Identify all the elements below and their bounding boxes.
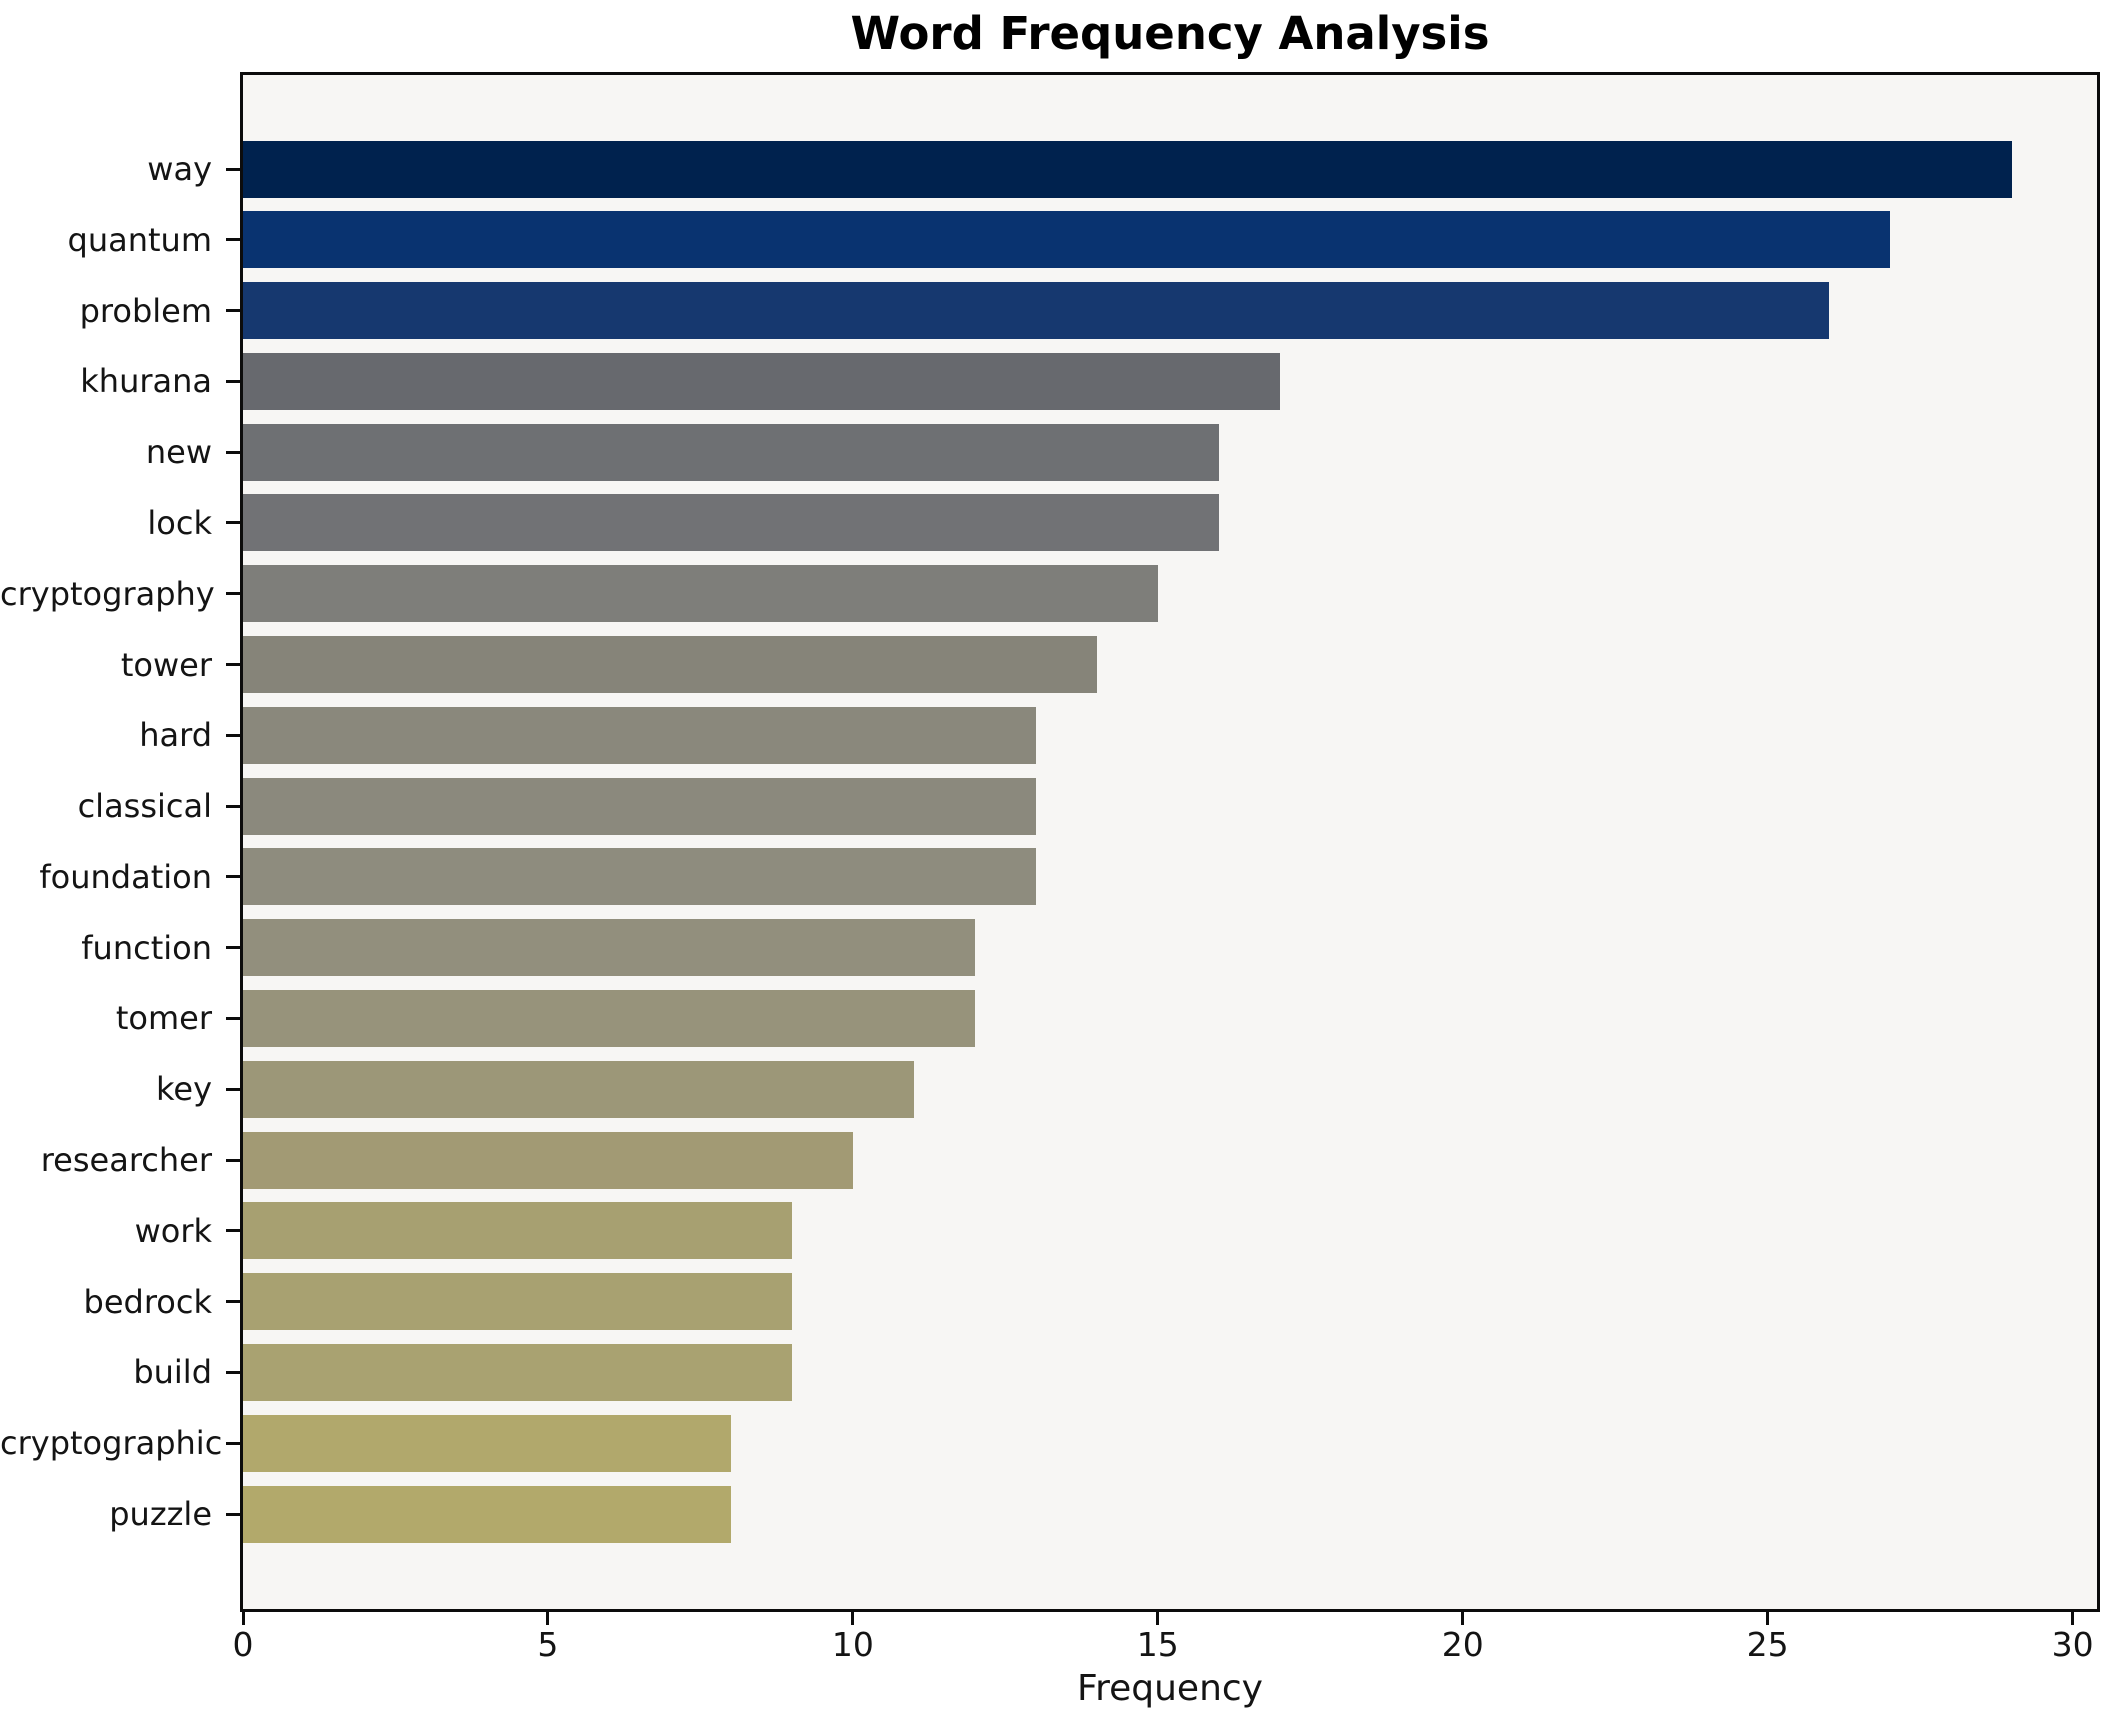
y-tick-label: researcher: [40, 1141, 212, 1180]
y-tick-label: problem: [79, 291, 212, 330]
y-tick-mark: [226, 733, 240, 737]
y-tick-mark: [226, 1441, 240, 1445]
x-tick-label: 20: [1441, 1625, 1484, 1664]
bar-foundation: [243, 848, 1036, 906]
y-tick-mark: [226, 379, 240, 383]
bar-quantum: [243, 211, 1890, 269]
y-tick-mark: [226, 592, 240, 596]
bar-build: [243, 1343, 792, 1401]
y-tick-mark: [226, 1087, 240, 1091]
bar-puzzle: [243, 1485, 731, 1543]
y-tick-label: foundation: [39, 857, 212, 896]
y-tick-label: khurana: [80, 362, 212, 401]
x-tick-mark: [1766, 1612, 1770, 1625]
x-tick-label: 0: [232, 1625, 254, 1664]
bar-key: [243, 1060, 914, 1118]
bar-problem: [243, 282, 1829, 340]
y-tick-label: hard: [139, 716, 212, 755]
y-tick-label: tomer: [115, 999, 212, 1038]
y-tick-mark: [226, 804, 240, 808]
x-tick-mark: [241, 1612, 245, 1625]
bar-tower: [243, 636, 1097, 694]
y-tick-label: way: [147, 150, 212, 188]
bar-way: [243, 140, 2012, 198]
x-tick-label: 5: [537, 1625, 559, 1664]
x-tick-label: 25: [1746, 1625, 1789, 1664]
bar-function: [243, 919, 975, 977]
bar-lock: [243, 494, 1219, 552]
x-tick-label: 30: [2051, 1625, 2094, 1664]
y-tick-label: cryptographic: [0, 1424, 223, 1463]
bar-classical: [243, 777, 1036, 835]
y-tick-label: tower: [120, 645, 212, 684]
y-tick-mark: [226, 1158, 240, 1162]
y-tick-mark: [226, 946, 240, 950]
x-axis-label: Frequency: [1077, 1668, 1263, 1709]
chart-title: Word Frequency Analysis: [850, 7, 1490, 60]
y-tick-label: bedrock: [83, 1282, 212, 1321]
y-tick-label: cryptography: [0, 574, 215, 613]
x-tick-label: 10: [831, 1625, 874, 1664]
bar-work: [243, 1202, 792, 1260]
y-tick-mark: [226, 521, 240, 525]
bar-cryptography: [243, 565, 1158, 623]
x-tick-mark: [851, 1612, 855, 1625]
bar-researcher: [243, 1131, 853, 1189]
y-tick-mark: [226, 1016, 240, 1020]
y-tick-label: build: [133, 1353, 212, 1392]
x-tick-mark: [1156, 1612, 1160, 1625]
bar-hard: [243, 706, 1036, 764]
y-tick-label: function: [81, 928, 212, 967]
bar-new: [243, 423, 1219, 481]
bar-tomer: [243, 989, 975, 1047]
x-tick-label: 15: [1136, 1625, 1179, 1664]
y-tick-mark: [226, 309, 240, 313]
y-tick-mark: [226, 167, 240, 171]
x-tick-mark: [1461, 1612, 1465, 1625]
bar-bedrock: [243, 1273, 792, 1331]
y-tick-mark: [226, 1229, 240, 1233]
y-tick-mark: [226, 1300, 240, 1304]
bar-cryptographic: [243, 1414, 731, 1472]
bars-layer: [243, 75, 2097, 1609]
plot-area: [240, 72, 2100, 1612]
y-tick-mark: [226, 663, 240, 667]
y-tick-mark: [226, 1512, 240, 1516]
y-tick-label: classical: [77, 787, 212, 826]
y-tick-label: puzzle: [109, 1495, 212, 1533]
x-tick-mark: [546, 1612, 550, 1625]
bar-khurana: [243, 352, 1280, 410]
y-tick-label: new: [145, 433, 212, 472]
y-tick-mark: [226, 450, 240, 454]
y-tick-label: quantum: [67, 220, 212, 259]
y-tick-mark: [226, 1370, 240, 1374]
y-tick-mark: [226, 875, 240, 879]
x-tick-mark: [2071, 1612, 2075, 1625]
y-tick-label: work: [134, 1211, 212, 1250]
y-tick-label: key: [155, 1070, 212, 1109]
y-tick-mark: [226, 238, 240, 242]
y-tick-label: lock: [147, 503, 212, 542]
